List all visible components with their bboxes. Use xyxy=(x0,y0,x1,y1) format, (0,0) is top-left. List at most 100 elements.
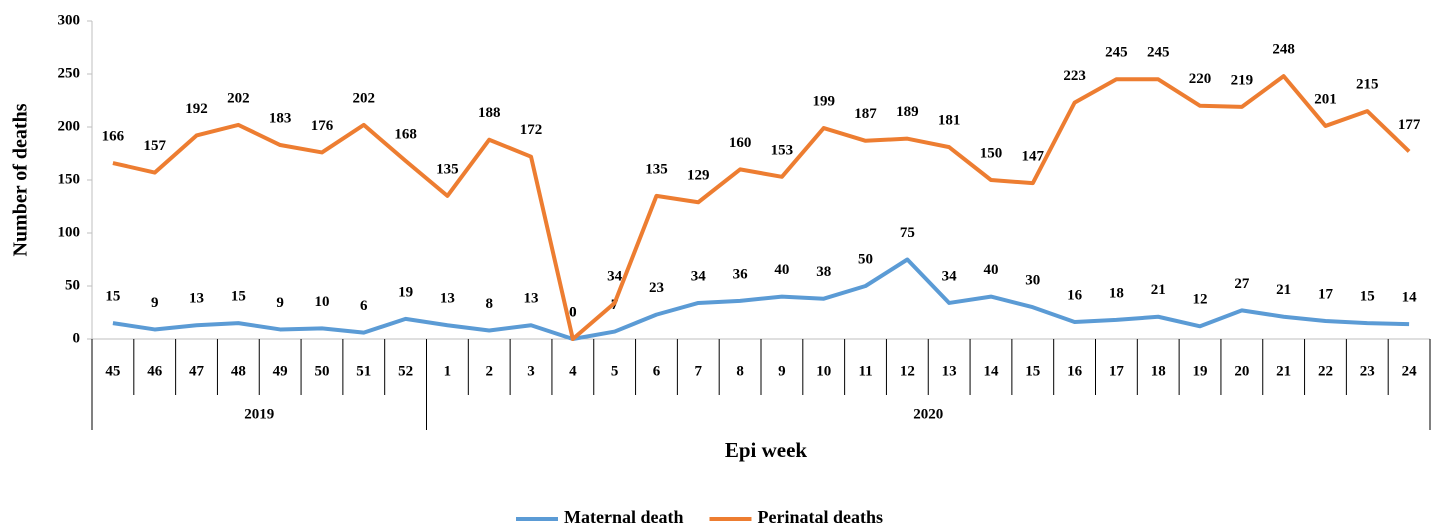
x-tick-label: 24 xyxy=(1402,363,1418,379)
data-label: 38 xyxy=(816,264,831,280)
data-label: 201 xyxy=(1314,91,1337,107)
data-label: 12 xyxy=(1193,292,1208,308)
x-tick-label: 48 xyxy=(231,363,246,379)
x-tick-label: 12 xyxy=(900,363,915,379)
data-label: 9 xyxy=(276,295,284,311)
x-tick-label: 9 xyxy=(778,363,786,379)
data-label: 248 xyxy=(1272,42,1295,58)
x-tick-label: 4 xyxy=(569,363,577,379)
x-tick-label: 7 xyxy=(695,363,703,379)
series-line xyxy=(112,74,1411,341)
data-label: 219 xyxy=(1231,72,1254,88)
data-label: 245 xyxy=(1105,45,1128,61)
data-label: 150 xyxy=(980,145,1003,161)
data-label: 6 xyxy=(360,298,368,314)
x-axis-title: Epi week xyxy=(725,438,808,462)
x-tick-label: 18 xyxy=(1151,363,1166,379)
data-label: 34 xyxy=(691,268,707,284)
y-axis-title: Number of deaths xyxy=(10,103,32,256)
x-tick-label: 15 xyxy=(1025,363,1040,379)
data-label: 192 xyxy=(185,101,208,117)
x-tick-label: 22 xyxy=(1318,363,1333,379)
x-tick-label: 14 xyxy=(983,363,999,379)
data-label: 177 xyxy=(1398,117,1421,133)
data-label: 30 xyxy=(1025,273,1040,289)
data-label: 168 xyxy=(394,126,417,142)
x-tick-label: 3 xyxy=(527,363,535,379)
data-label: 215 xyxy=(1356,77,1379,93)
data-label: 188 xyxy=(478,105,501,121)
data-label: 166 xyxy=(102,128,125,144)
data-label: 220 xyxy=(1189,71,1212,87)
group-label: 2020 xyxy=(913,406,943,422)
data-label: 135 xyxy=(645,161,668,177)
x-tick-label: 21 xyxy=(1276,363,1291,379)
x-tick-label: 6 xyxy=(653,363,661,379)
data-label: 21 xyxy=(1151,282,1166,298)
y-tick-label: 150 xyxy=(58,171,81,187)
x-tick-label: 17 xyxy=(1109,363,1125,379)
x-tick-label: 10 xyxy=(816,363,831,379)
data-label: 135 xyxy=(436,161,459,177)
data-label: 40 xyxy=(774,262,789,278)
data-label: 8 xyxy=(485,296,493,312)
y-tick-label: 100 xyxy=(58,224,81,240)
data-label: 223 xyxy=(1063,68,1086,84)
data-label: 0 xyxy=(569,304,577,320)
data-label: 14 xyxy=(1402,290,1418,306)
data-label: 17 xyxy=(1318,286,1334,302)
y-tick-label: 200 xyxy=(58,118,81,134)
data-label: 189 xyxy=(896,104,919,120)
data-label: 160 xyxy=(729,135,752,151)
data-label: 181 xyxy=(938,113,961,129)
group-label: 2019 xyxy=(244,406,274,422)
data-label: 27 xyxy=(1234,276,1250,292)
x-tick-label: 45 xyxy=(105,363,120,379)
data-label: 21 xyxy=(1276,282,1291,298)
data-label: 245 xyxy=(1147,45,1170,61)
data-label: 15 xyxy=(231,289,246,305)
series-line xyxy=(112,257,1410,341)
data-label: 40 xyxy=(983,262,998,278)
data-label: 10 xyxy=(314,294,329,310)
data-label: 157 xyxy=(143,138,166,154)
x-tick-label: 1 xyxy=(444,363,452,379)
x-tick-label: 47 xyxy=(189,363,205,379)
data-label: 15 xyxy=(1360,289,1375,305)
x-tick-label: 2 xyxy=(485,363,493,379)
data-label: 147 xyxy=(1022,149,1045,165)
data-label: 19 xyxy=(398,284,413,300)
data-label: 172 xyxy=(520,122,543,138)
x-tick-label: 5 xyxy=(611,363,619,379)
x-tick-label: 49 xyxy=(273,363,288,379)
data-label: 9 xyxy=(151,295,159,311)
data-label: 176 xyxy=(311,118,334,134)
data-label: 13 xyxy=(189,291,204,307)
y-tick-label: 50 xyxy=(65,277,80,293)
data-label: 153 xyxy=(771,142,794,158)
data-label: 18 xyxy=(1109,285,1124,301)
legend-label: Maternal death xyxy=(564,507,683,527)
data-label: 183 xyxy=(269,110,292,126)
x-tick-label: 51 xyxy=(356,363,371,379)
data-label: 187 xyxy=(854,106,877,122)
x-tick-label: 50 xyxy=(314,363,329,379)
data-label: 202 xyxy=(227,90,250,106)
data-label: 15 xyxy=(105,289,120,305)
data-label: 23 xyxy=(649,280,664,296)
x-tick-label: 11 xyxy=(858,363,872,379)
x-tick-label: 19 xyxy=(1193,363,1208,379)
data-label: 199 xyxy=(812,93,835,109)
data-label: 75 xyxy=(900,225,915,241)
y-tick-label: 300 xyxy=(58,12,81,28)
data-label: 13 xyxy=(440,291,455,307)
legend-label: Perinatal deaths xyxy=(757,507,883,527)
data-label: 36 xyxy=(733,266,749,282)
data-label: 34 xyxy=(942,268,958,284)
x-tick-label: 46 xyxy=(147,363,163,379)
data-label: 16 xyxy=(1067,287,1083,303)
x-tick-label: 20 xyxy=(1234,363,1249,379)
data-label: 13 xyxy=(524,291,539,307)
x-tick-label: 23 xyxy=(1360,363,1375,379)
